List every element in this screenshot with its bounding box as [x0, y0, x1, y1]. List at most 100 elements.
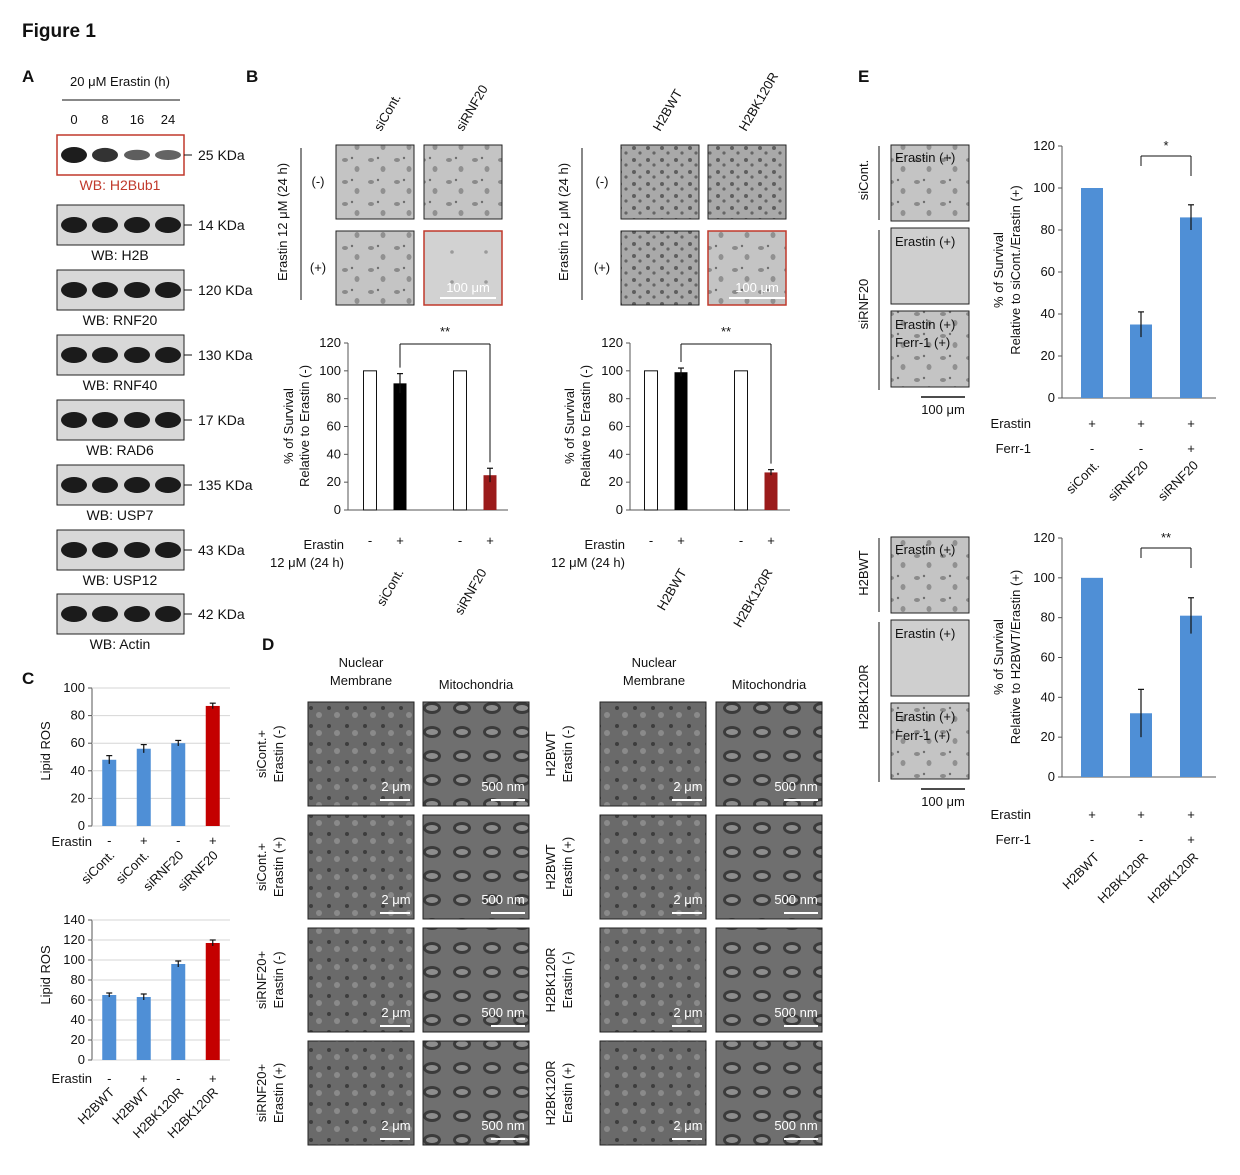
- d-scale-nuc-1-2: 2 μm: [673, 1005, 702, 1020]
- y-tick-label: 80: [1041, 610, 1055, 625]
- y-tick-label: 60: [1041, 264, 1055, 279]
- d-0-row-2-label-2: Erastin (-): [271, 951, 286, 1008]
- em-nuclear-1-3: [599, 1040, 707, 1146]
- e-top-category-1: siRNF20: [1105, 458, 1151, 504]
- bar-1: [393, 383, 407, 510]
- blot-band-7-3: [155, 606, 181, 622]
- em-mito-1-3: [715, 1040, 823, 1146]
- b-right-row-plus: (+): [594, 260, 610, 275]
- blot-band-3-0: [61, 347, 87, 363]
- wb-label-3: WB: RNF40: [83, 377, 158, 393]
- e-bottom-ferr-sign-1: -: [1139, 832, 1143, 847]
- blot-band-1-1: [92, 217, 118, 233]
- y-tick-label: 80: [1041, 222, 1055, 237]
- y-tick-label: 40: [1041, 689, 1055, 704]
- e-bottom-ferr-axis: Ferr-1: [996, 832, 1031, 847]
- panel-c-lipid-ros: Lipid ROS Lipid ROS 0 20 40 60 80 100 - + - + siCo…: [38, 680, 230, 1141]
- b-micrograph-sicont-minus: [335, 144, 415, 220]
- em-mito-1-1: [715, 814, 823, 920]
- d-left-col-nuclear-1: Nuclear: [339, 655, 384, 670]
- d-scale-mito-0-1: 500 nm: [481, 892, 524, 907]
- b-left-row-minus: (-): [312, 174, 325, 189]
- e-top-erastin-axis: Erastin: [991, 416, 1031, 431]
- bar-1: [136, 748, 151, 826]
- em-nuclear-1-1: [599, 814, 707, 920]
- b-left-row-plus: (+): [310, 260, 326, 275]
- y-tick-label: 120: [1033, 530, 1055, 545]
- kda-label-5: 135 KDa: [198, 477, 253, 493]
- b-right-treatment-label: 12 μM (24 h): [551, 555, 625, 570]
- erastin-sign-3: +: [767, 533, 775, 548]
- d-1-row-0-label-1: H2BWT: [543, 731, 558, 777]
- e-top-ylabel-2: Relative to siCont./Erastin (+): [1008, 185, 1023, 354]
- d-scale-mito-1-3: 500 nm: [774, 1118, 817, 1133]
- em-nuclear-0-3: [307, 1040, 415, 1146]
- blot-band-0-1: [92, 147, 118, 163]
- d-0-row-2-label-1: siRNF20+: [254, 951, 269, 1009]
- e-top-ferr-sign-0: -: [1090, 441, 1094, 456]
- b-right-ylabel-2: Relative to Erastin (-): [578, 365, 593, 487]
- d-0-row-0-label-1: siCont.+: [254, 730, 269, 778]
- b-right-erastin-label: Erastin: [585, 537, 625, 552]
- panel-e-ferrostatin: siCont. siRNF20 Erastin (+) Erastin (+) …: [856, 138, 1216, 906]
- d-scale-nuc-0-2: 2 μm: [381, 1005, 410, 1020]
- e-top-ferr-sign-2: +: [1187, 441, 1195, 456]
- d-scale-nuc-0-1: 2 μm: [381, 892, 410, 907]
- e-top-img-label-2: Erastin (+): [895, 234, 955, 249]
- y-tick-label: 20: [1041, 348, 1055, 363]
- chart-b-left: 0 20 40 60 80 100 120 ** - + - +: [319, 324, 508, 548]
- bar-0: [363, 370, 377, 511]
- e-bottom-erastin-sign-0: +: [1088, 807, 1096, 822]
- d-left-col-nuclear-2: Membrane: [330, 673, 392, 688]
- c-bottom-sign-0: -: [107, 1071, 111, 1086]
- panel-letter-b: B: [246, 67, 258, 86]
- blot-band-5-0: [61, 477, 87, 493]
- e-bottom-ylabel-1: % of Survival: [991, 619, 1006, 695]
- em-mito-0-3: [422, 1040, 530, 1146]
- d-scale-nuc-0-0: 2 μm: [381, 779, 410, 794]
- y-tick-label: 100: [63, 952, 85, 967]
- e-top-erastin-sign-1: +: [1137, 416, 1145, 431]
- signif-marker: *: [1163, 138, 1168, 153]
- b-left-group-sicont: siCont.: [373, 566, 406, 609]
- y-tick-label: 60: [327, 419, 341, 434]
- d-left-col-mito: Mitochondria: [439, 677, 514, 692]
- e-top-ferr-sign-1: -: [1139, 441, 1143, 456]
- e-top-ferr-label: Ferr-1 (+): [895, 335, 950, 350]
- signif-marker: **: [721, 324, 731, 339]
- y-tick-label: 60: [1041, 650, 1055, 665]
- e-bottom-erastin-axis: Erastin: [991, 807, 1031, 822]
- wb-label-1: WB: H2B: [91, 247, 149, 263]
- panel-b-survival: Erastin 12 μM (24 h) (-) (+) siCont. siR…: [270, 70, 790, 630]
- e-top-micrograph-1: [890, 144, 970, 222]
- e-top-ferr-axis: Ferr-1: [996, 441, 1031, 456]
- panel-a-western-blots: 20 μM Erastin (h) 0 8 16 24 25 KDa WB: H2Bub…: [56, 74, 253, 652]
- e-top-micrograph-3: [890, 310, 970, 388]
- d-right-col-nuclear-1: Nuclear: [632, 655, 677, 670]
- y-tick-label: 100: [1033, 180, 1055, 195]
- blot-band-6-1: [92, 542, 118, 558]
- e-bottom-ferr-label: Ferr-1 (+): [895, 728, 950, 743]
- b-micrograph-sirnf20-minus: [423, 144, 503, 220]
- blot-band-4-1: [92, 412, 118, 428]
- d-0-row-0-label-2: Erastin (-): [271, 725, 286, 782]
- timepoint-0: 0: [70, 112, 77, 127]
- e-bottom-ylabel-2: Relative to H2BWT/Erastin (+): [1008, 570, 1023, 744]
- d-scale-nuc-1-0: 2 μm: [673, 779, 702, 794]
- blot-band-2-2: [124, 282, 150, 298]
- e-top-erastin-sign-0: +: [1088, 416, 1096, 431]
- em-mito-0-0: [422, 701, 530, 807]
- signif-marker: **: [440, 324, 450, 339]
- d-scale-mito-0-2: 500 nm: [481, 1005, 524, 1020]
- c-bottom-sign-2: -: [176, 1071, 180, 1086]
- y-tick-label: 80: [609, 391, 623, 406]
- blot-band-6-0: [61, 542, 87, 558]
- d-1-row-2-label-1: H2BK120R: [543, 947, 558, 1012]
- e-bottom-scalebar: 100 μm: [921, 794, 965, 809]
- blot-band-4-3: [155, 412, 181, 428]
- bar-3: [205, 705, 220, 826]
- wb-label-7: WB: Actin: [90, 636, 151, 652]
- b-right-scalebar-label: 100 μm: [735, 280, 779, 295]
